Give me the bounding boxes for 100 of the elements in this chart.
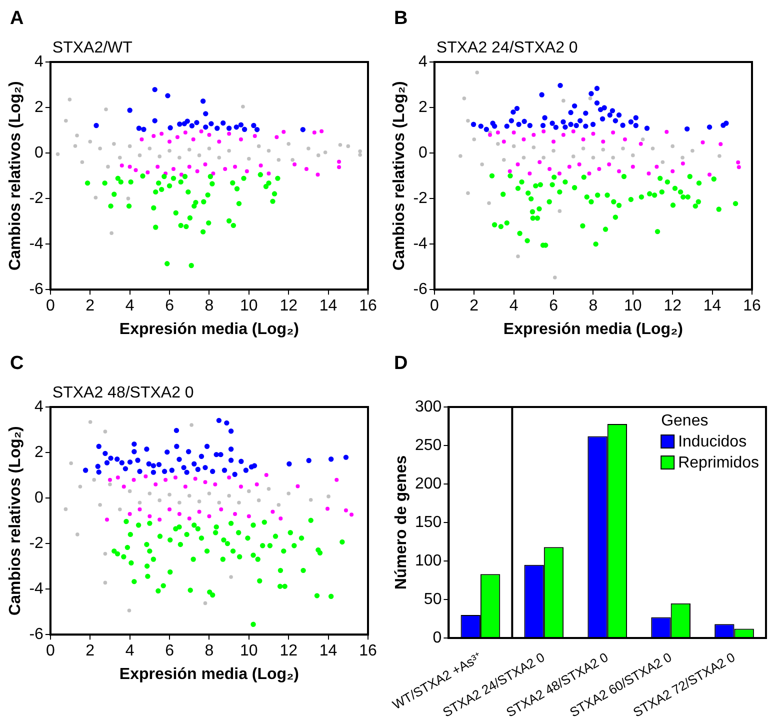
point [165, 93, 170, 98]
point [504, 220, 510, 226]
point [584, 194, 590, 200]
x-axis-title: Expresión media (Log₂) [503, 320, 683, 338]
y-tick-label: 4 [34, 53, 44, 70]
y-tick-label: 0 [418, 144, 428, 162]
point [724, 120, 729, 126]
point [158, 154, 162, 158]
point [148, 492, 152, 496]
y-tick-label: 4 [34, 398, 44, 416]
point [76, 532, 80, 536]
point [178, 500, 182, 504]
x-tick-label: 16 [359, 642, 377, 660]
point [638, 194, 644, 200]
y-axis-title: Número de genes [392, 455, 410, 590]
point [126, 203, 132, 209]
point [594, 86, 600, 91]
x-tick-label: 2 [470, 298, 479, 315]
point [203, 124, 208, 130]
point [530, 216, 536, 221]
point [232, 472, 238, 477]
x-tick-label: 16 [359, 298, 377, 315]
point [526, 190, 531, 196]
point [631, 153, 635, 158]
point [546, 199, 552, 204]
x-tick-label: 6 [165, 642, 174, 660]
point [150, 463, 156, 468]
point [138, 500, 142, 504]
point [658, 176, 663, 181]
point [687, 174, 692, 180]
point [258, 164, 263, 168]
point [156, 462, 162, 468]
text: D [394, 353, 408, 375]
point [80, 160, 84, 164]
point [646, 191, 652, 196]
point [164, 261, 170, 266]
point [462, 96, 466, 100]
point [153, 224, 158, 230]
point [510, 109, 516, 115]
point [236, 200, 242, 206]
y-tick-label: -4 [29, 235, 44, 252]
point [227, 494, 231, 498]
point [581, 137, 586, 142]
point [593, 241, 598, 247]
point [622, 137, 627, 142]
point [120, 164, 124, 168]
point [106, 164, 110, 169]
point [207, 146, 212, 150]
point [562, 124, 568, 130]
point [680, 156, 684, 160]
point [188, 262, 194, 268]
point [654, 228, 660, 234]
point [178, 222, 184, 228]
y-tick-label: 4 [418, 53, 428, 70]
point [292, 162, 297, 166]
point [136, 126, 142, 131]
point [195, 466, 200, 472]
point [650, 146, 655, 150]
point [211, 172, 216, 176]
point [203, 480, 208, 484]
y-tick-label: 2 [34, 444, 44, 461]
point [132, 478, 136, 482]
y-axis-title: Cambios relativos (Log₂) [391, 81, 408, 270]
point [158, 518, 162, 522]
point [169, 468, 174, 473]
point [84, 180, 90, 186]
point [78, 484, 82, 489]
point [664, 179, 670, 185]
point [138, 153, 142, 158]
point [652, 192, 658, 198]
point [578, 118, 583, 124]
point [630, 164, 635, 169]
point [532, 145, 536, 150]
point [187, 494, 192, 498]
point [539, 92, 544, 98]
point [208, 121, 214, 126]
point [678, 189, 684, 195]
point [498, 224, 504, 230]
point [94, 196, 98, 200]
point [664, 130, 669, 134]
point [550, 120, 555, 126]
point [220, 120, 226, 126]
point [587, 172, 592, 176]
point [190, 423, 194, 427]
point [558, 209, 562, 213]
point [152, 86, 158, 92]
y-tick-label: 2 [418, 98, 428, 116]
point [591, 156, 596, 160]
point [227, 476, 232, 480]
point [238, 122, 244, 128]
point [160, 132, 164, 136]
point [538, 182, 544, 188]
point [562, 179, 568, 185]
point [226, 218, 232, 224]
point [217, 156, 222, 160]
point [177, 122, 182, 127]
point [580, 223, 586, 228]
point [527, 122, 532, 128]
point [228, 428, 234, 434]
x-tick-label: 4 [125, 298, 134, 315]
